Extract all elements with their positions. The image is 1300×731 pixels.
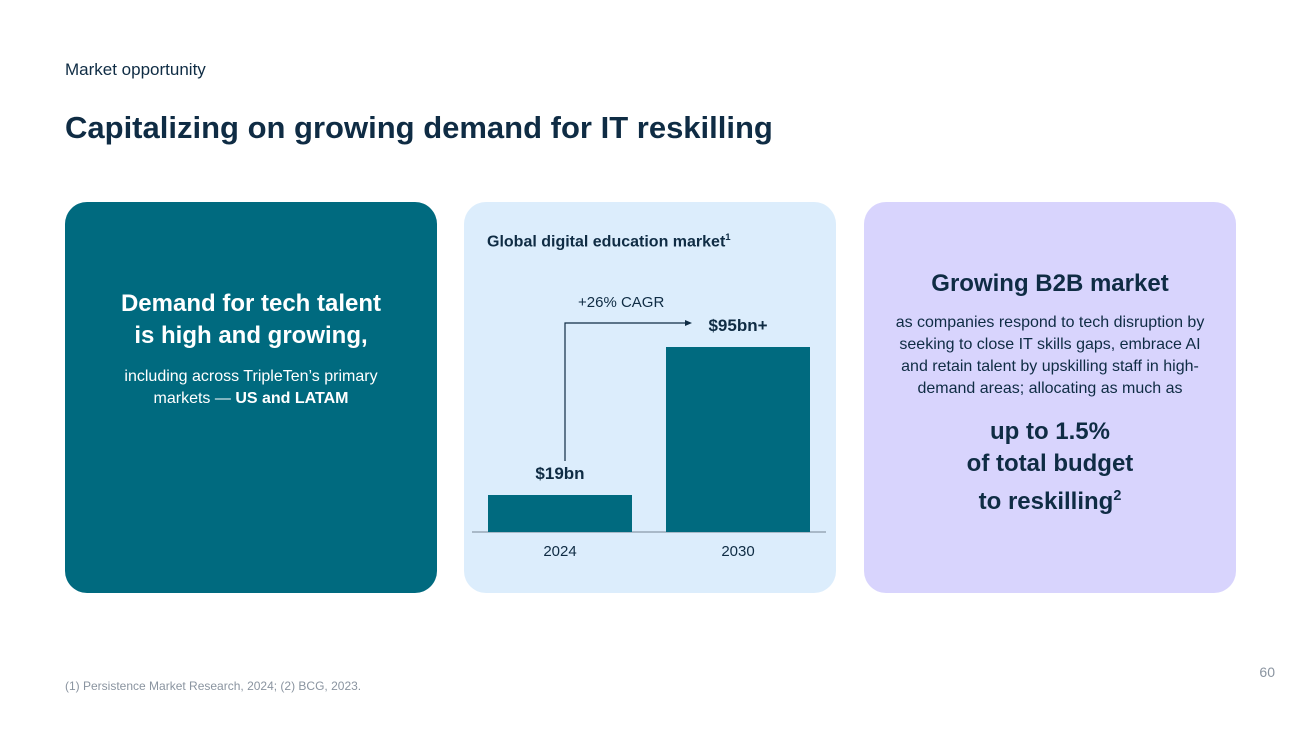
tech-talent-card: Demand for tech talent is high and growin… bbox=[65, 202, 437, 593]
data-label: $95bn+ bbox=[708, 316, 767, 335]
bar-chart: +26% CAGR $19bn 2024 $95bn+ 2030 bbox=[472, 294, 826, 560]
footnote-ref: 2 bbox=[1113, 488, 1122, 504]
b2b-market-card: Growing B2B market as companies respond … bbox=[864, 202, 1236, 593]
card-headline: Growing B2B market bbox=[931, 270, 1169, 297]
page-title: Capitalizing on growing demand for IT re… bbox=[65, 110, 773, 145]
data-label: $19bn bbox=[535, 464, 584, 483]
card-body: as companies respond to tech disruption … bbox=[895, 314, 1205, 397]
highlight-line-1: up to 1.5% bbox=[989, 418, 1110, 445]
footnote-ref: 1 bbox=[725, 232, 731, 243]
headline-line-2: is high and growing, bbox=[134, 322, 368, 349]
cagr-label: +26% CAGR bbox=[578, 294, 664, 311]
page-number: 60 bbox=[1259, 664, 1275, 680]
budget-highlight: up to 1.5% of total budget to reskilling2 bbox=[864, 416, 1236, 518]
headline-line-1: Demand for tech talent bbox=[120, 290, 382, 317]
card-headline: Demand for tech talent is high and growin… bbox=[65, 288, 437, 352]
section-eyebrow: Market opportunity bbox=[65, 60, 206, 79]
highlight-line-2: of total budget bbox=[966, 450, 1134, 477]
chart-title-text: Global digital education market bbox=[487, 233, 726, 251]
body-bold: US and LATAM bbox=[235, 390, 349, 407]
card-body: including across TripleTen’s primary mar… bbox=[65, 366, 437, 410]
bar-2030 bbox=[666, 347, 810, 532]
arrow-head bbox=[685, 320, 692, 326]
highlight-line-3: to reskilling bbox=[978, 488, 1114, 515]
x-tick-label: 2024 bbox=[543, 543, 576, 560]
market-chart-card: Global digital education market1 +26% CA… bbox=[464, 202, 836, 593]
bar-2024 bbox=[488, 495, 632, 532]
body-text: including across TripleTen’s primary mar… bbox=[124, 368, 378, 407]
cagr-arrow bbox=[564, 322, 686, 461]
chart-title: Global digital education market1 bbox=[487, 232, 731, 251]
footnote: (1) Persistence Market Research, 2024; (… bbox=[65, 679, 362, 693]
x-tick-label: 2030 bbox=[721, 543, 754, 560]
